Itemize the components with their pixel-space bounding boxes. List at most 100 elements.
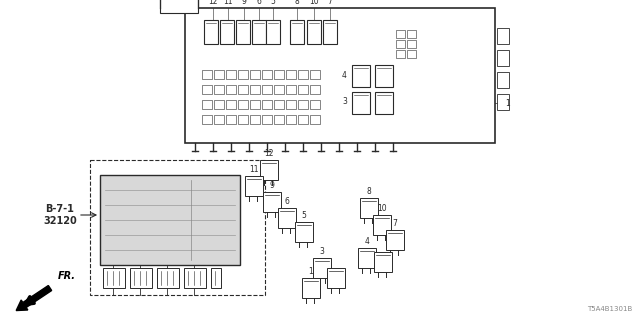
Bar: [360, 198, 378, 218]
Bar: [202, 85, 212, 94]
Text: 11: 11: [223, 0, 233, 6]
Text: B-7-1
32120: B-7-1 32120: [43, 204, 77, 226]
Bar: [310, 100, 320, 109]
Text: 8: 8: [367, 187, 371, 196]
Bar: [260, 160, 278, 180]
Bar: [497, 28, 509, 44]
Bar: [497, 94, 509, 110]
Bar: [286, 100, 296, 109]
Text: 7: 7: [328, 0, 332, 6]
Text: T5A4B1301B: T5A4B1301B: [587, 306, 632, 312]
Bar: [307, 20, 321, 44]
Bar: [407, 30, 416, 38]
Bar: [245, 176, 263, 196]
Text: 11: 11: [249, 165, 259, 174]
Bar: [214, 115, 224, 124]
Bar: [160, 0, 198, 13]
Bar: [302, 278, 320, 298]
Bar: [130, 268, 152, 288]
Bar: [157, 268, 179, 288]
Bar: [220, 20, 234, 44]
Bar: [211, 268, 221, 288]
Bar: [323, 20, 337, 44]
Bar: [274, 70, 284, 79]
Text: 5: 5: [301, 211, 307, 220]
Text: 1: 1: [505, 99, 509, 108]
Bar: [373, 215, 391, 235]
Bar: [202, 115, 212, 124]
Bar: [374, 252, 392, 272]
Bar: [238, 85, 248, 94]
Bar: [100, 175, 240, 265]
Text: 4: 4: [365, 237, 369, 246]
Bar: [226, 85, 236, 94]
Bar: [274, 115, 284, 124]
Bar: [214, 100, 224, 109]
Text: 12: 12: [264, 149, 274, 158]
Bar: [226, 100, 236, 109]
Bar: [238, 115, 248, 124]
Bar: [358, 248, 376, 268]
Bar: [375, 65, 393, 87]
Bar: [202, 100, 212, 109]
Text: 6: 6: [257, 0, 261, 6]
Bar: [250, 85, 260, 94]
Bar: [274, 85, 284, 94]
Bar: [185, 8, 495, 143]
Bar: [90, 160, 265, 295]
Bar: [204, 20, 218, 44]
Text: FR.: FR.: [58, 271, 76, 281]
Bar: [298, 85, 308, 94]
Bar: [252, 20, 266, 44]
Text: 9: 9: [269, 181, 275, 190]
Bar: [407, 40, 416, 48]
Bar: [295, 222, 313, 242]
Bar: [263, 192, 281, 212]
Bar: [238, 100, 248, 109]
Bar: [386, 230, 404, 250]
Bar: [286, 85, 296, 94]
Bar: [313, 258, 331, 278]
Text: 4: 4: [342, 70, 347, 79]
Bar: [238, 70, 248, 79]
Text: 12: 12: [208, 0, 218, 6]
Bar: [262, 70, 272, 79]
Bar: [396, 40, 405, 48]
Text: 7: 7: [392, 219, 397, 228]
Bar: [236, 20, 250, 44]
Bar: [214, 85, 224, 94]
Text: 10: 10: [309, 0, 319, 6]
Bar: [310, 85, 320, 94]
Bar: [375, 92, 393, 114]
Bar: [298, 70, 308, 79]
Bar: [327, 268, 345, 288]
Text: 8: 8: [294, 0, 300, 6]
Bar: [274, 100, 284, 109]
Bar: [298, 115, 308, 124]
Text: 1: 1: [308, 267, 314, 276]
Bar: [250, 100, 260, 109]
Bar: [298, 100, 308, 109]
Text: 3: 3: [319, 247, 324, 256]
Bar: [184, 268, 206, 288]
Bar: [202, 70, 212, 79]
Bar: [286, 115, 296, 124]
Bar: [262, 85, 272, 94]
Bar: [497, 72, 509, 88]
Text: 3: 3: [342, 97, 347, 106]
Bar: [396, 30, 405, 38]
Bar: [310, 115, 320, 124]
Text: 6: 6: [285, 197, 289, 206]
Bar: [407, 50, 416, 58]
Bar: [226, 70, 236, 79]
Bar: [278, 208, 296, 228]
Bar: [352, 92, 370, 114]
Bar: [266, 20, 280, 44]
Bar: [497, 50, 509, 66]
Bar: [290, 20, 304, 44]
Text: 5: 5: [271, 0, 275, 6]
Bar: [352, 65, 370, 87]
Text: 10: 10: [377, 204, 387, 213]
Bar: [286, 70, 296, 79]
Polygon shape: [160, 0, 198, 8]
